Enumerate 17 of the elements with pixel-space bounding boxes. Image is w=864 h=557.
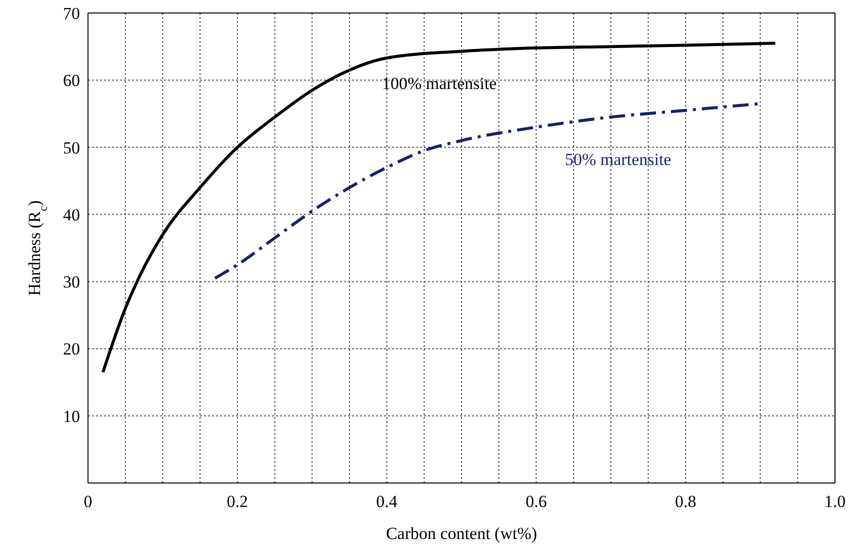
x-tick-label: 1.0: [824, 492, 846, 512]
annotation: 50% martensite: [565, 150, 672, 170]
y-tick-label: 40: [63, 205, 80, 224]
x-tick-label: 0.8: [674, 492, 696, 512]
y-tick-label: 20: [63, 340, 80, 359]
y-tick-label: 60: [63, 71, 80, 90]
x-tick-label: 0: [84, 492, 92, 512]
x-tick-label: 0.6: [526, 492, 547, 512]
x-tick-label: 0.4: [376, 492, 398, 512]
y-tick-label: 30: [63, 272, 80, 292]
line-series: [101, 42, 777, 374]
y-tick-label: 50: [63, 138, 80, 158]
annotation: 100% martensite: [382, 74, 497, 94]
y-tick-label: 70: [63, 4, 80, 24]
y-tick-label: 10: [63, 406, 80, 426]
x-axis-title: Carbon content (wt%): [386, 524, 538, 543]
x-tick-label: 0.2: [226, 492, 248, 512]
